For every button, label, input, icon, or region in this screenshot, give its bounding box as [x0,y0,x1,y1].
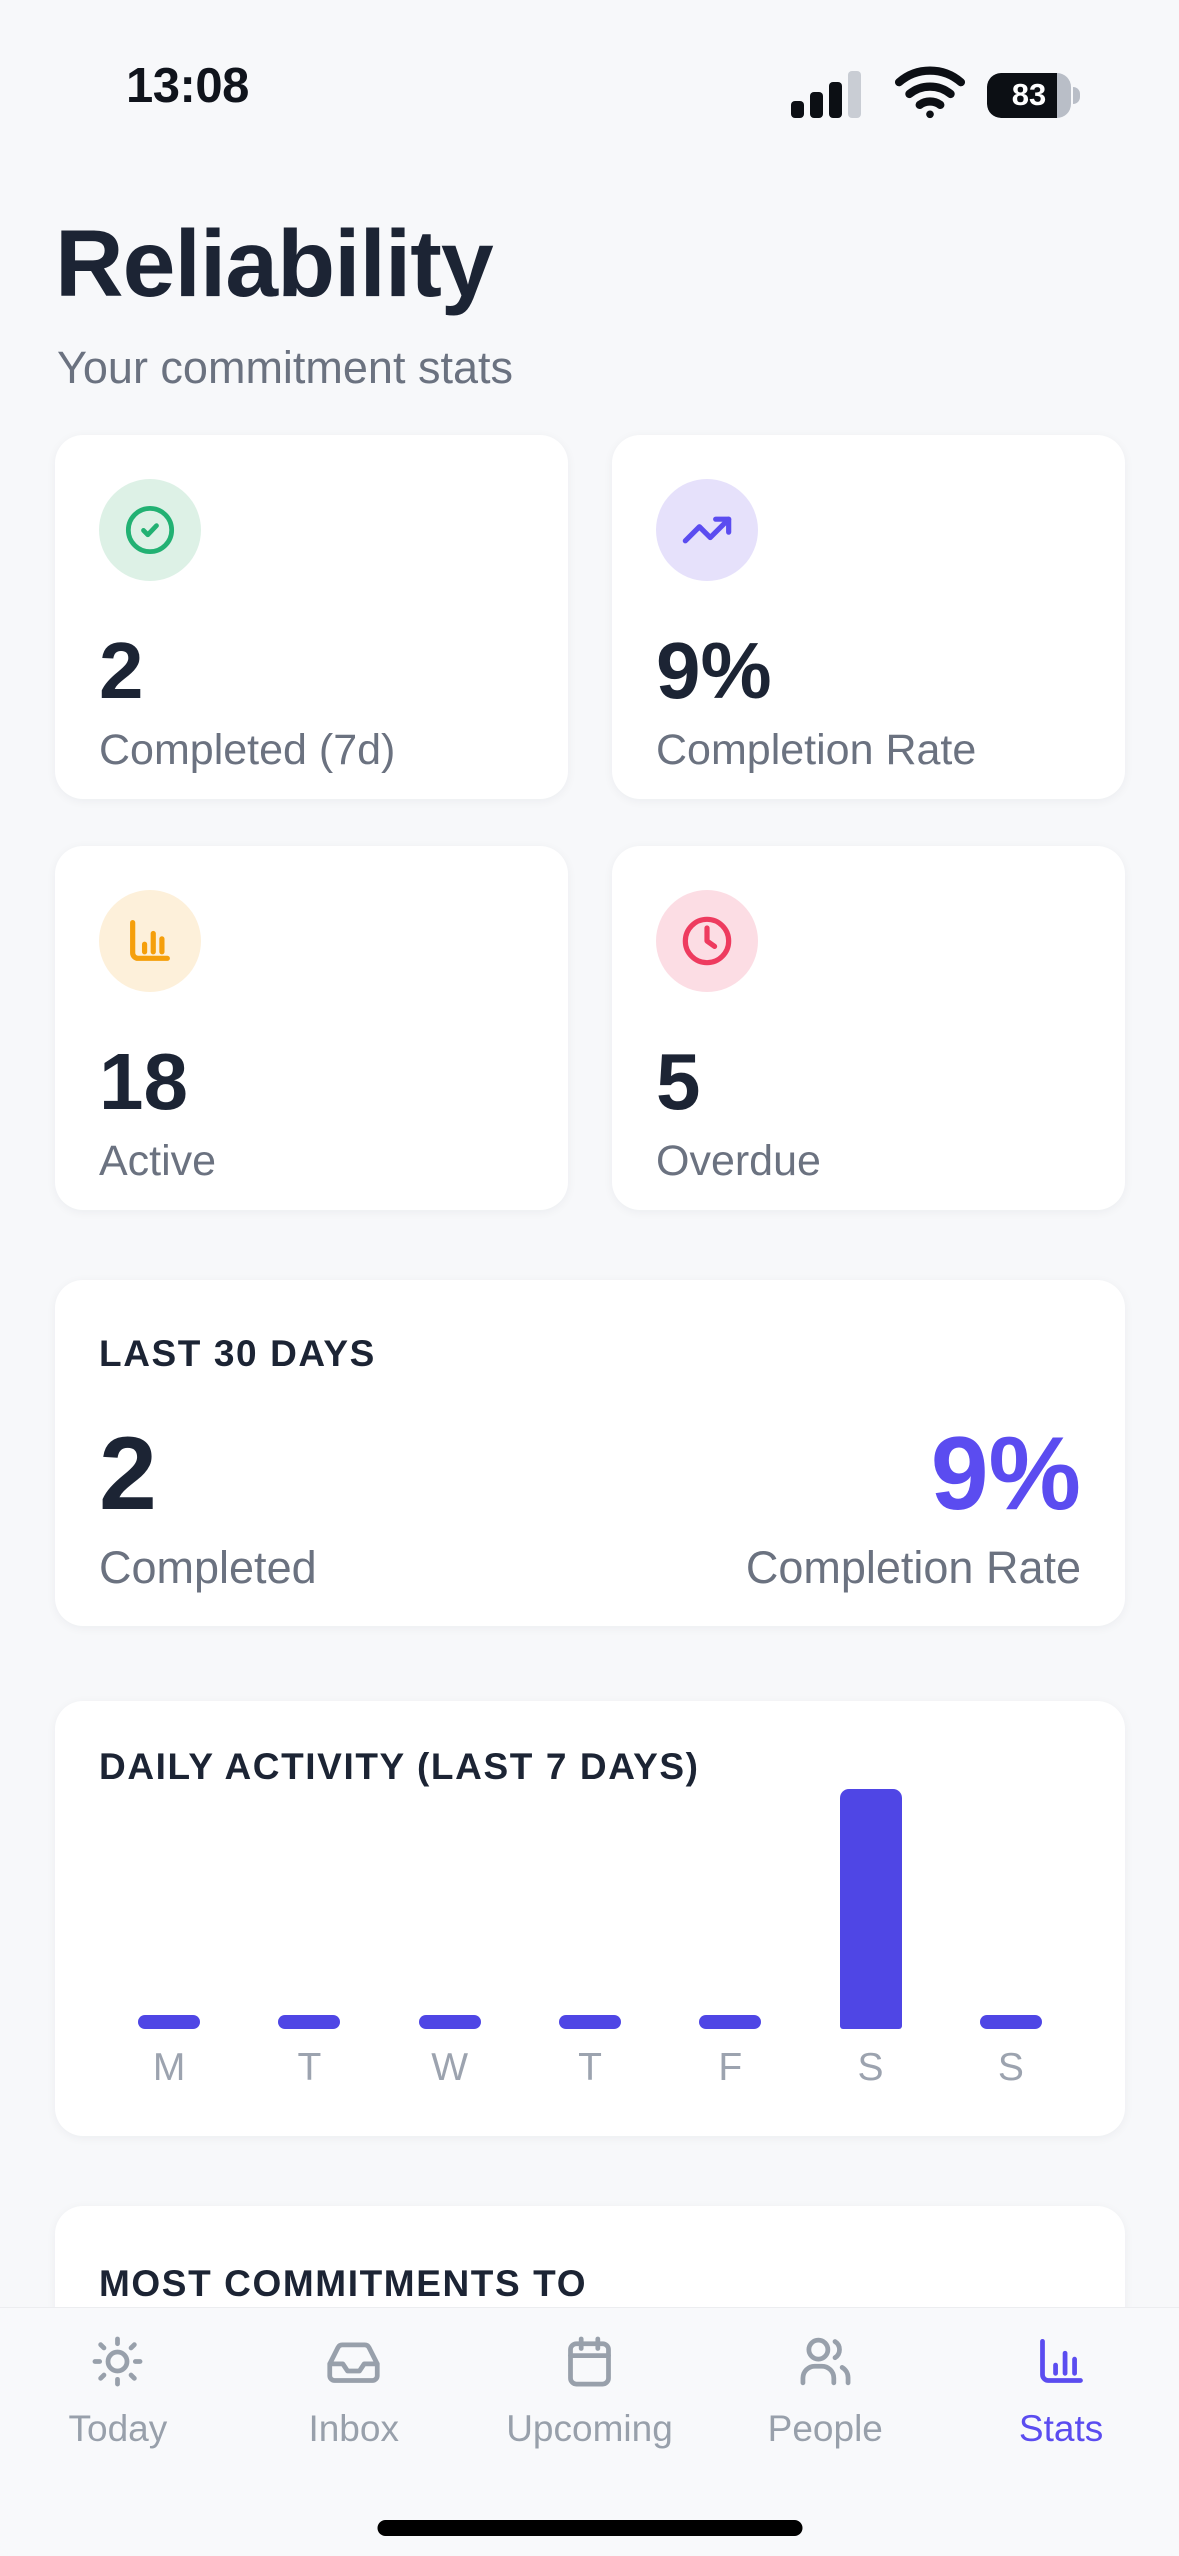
chart-axis-label: M [152,2046,186,2090]
chart-axis-label: T [297,2046,322,2090]
stat-cards-grid: 2 Completed (7d) 9% Completion Rate 18 A… [55,435,1125,1210]
chart-bar-column: T [520,1789,660,2090]
section-heading: LAST 30 DAYS [99,1333,376,1374]
sun-icon [89,2333,146,2395]
stat-value: 18 [99,1037,188,1126]
last30-completed: 2 Completed [99,1422,317,1594]
rate-value: 9% [930,1416,1081,1533]
stat-value: 2 [99,626,144,715]
battery-percent: 83 [1011,77,1047,112]
chart-bar [839,1789,902,2030]
daily-activity-card: DAILY ACTIVITY (LAST 7 DAYS) M T W T F S S [55,1701,1125,2136]
chart-axis-label: S [997,2046,1024,2090]
stat-label: Active [99,1137,217,1185]
tab-today[interactable]: Today [0,2308,236,2556]
tab-label: Upcoming [506,2408,673,2449]
tab-label: Today [68,2408,168,2449]
chart-bar-column: W [380,1789,520,2090]
chart-bar-column: F [660,1789,800,2090]
stat-label: Completion Rate [656,726,977,774]
tab-upcoming[interactable]: Upcoming [472,2308,708,2556]
users-icon [797,2333,854,2395]
chart-bar [278,2015,341,2030]
home-indicator[interactable] [377,2520,802,2536]
stat-value: 5 [656,1037,701,1126]
wifi-icon [894,66,966,124]
rate-label: Completion Rate [745,1542,1081,1594]
cellular-signal-icon [791,67,873,124]
bar-chart-icon [99,890,201,992]
status-bar-icons: 83 [791,66,1080,124]
tab-people[interactable]: People [707,2308,943,2556]
calendar-icon [561,2333,618,2395]
stat-card-active: 18 Active [55,846,568,1210]
status-bar-time: 13:08 [126,59,249,113]
chart-bar-column: S [941,1789,1081,2090]
clock-icon [656,890,758,992]
chart-axis-label: S [857,2046,884,2090]
stat-value: 9% [656,626,772,715]
tab-bar: Today Inbox Upcoming [0,2307,1179,2556]
check-circle-icon [99,479,201,581]
stat-label: Overdue [656,1137,821,1185]
battery-icon: 83 [987,72,1080,118]
completed-value: 2 [99,1416,157,1533]
trending-up-icon [656,479,758,581]
last-30-days-card: LAST 30 DAYS 2 Completed 9% Completion R… [55,1280,1125,1626]
chart-bar [418,2015,481,2030]
last30-rate: 9% Completion Rate [746,1422,1081,1594]
page-subtitle: Your commitment stats [57,342,513,393]
chart-axis-label: F [718,2046,743,2090]
tab-inbox[interactable]: Inbox [236,2308,472,2556]
stat-card-overdue: 5 Overdue [612,846,1125,1210]
page-title: Reliability [55,211,494,317]
completed-label: Completed [99,1542,317,1594]
stat-label: Completed (7d) [99,726,396,774]
chart-bar [138,2015,201,2030]
bar-chart-icon [1033,2333,1090,2395]
stat-card-completion-rate: 9% Completion Rate [612,435,1125,799]
chart-bar-column: M [99,1789,239,2090]
chart-axis-label: T [578,2046,602,2090]
tab-label: People [767,2408,883,2449]
chart-title: DAILY ACTIVITY (LAST 7 DAYS) [99,1746,700,1787]
inbox-icon [325,2333,382,2395]
chart-bar [699,2015,762,2030]
chart-axis-label: W [431,2046,469,2090]
tab-label: Inbox [308,2408,399,2449]
chart-bar [979,2015,1042,2030]
chart-bar-column: S [800,1789,940,2090]
tab-stats[interactable]: Stats [943,2308,1179,2556]
tab-label: Stats [1018,2408,1104,2449]
chart-bar-column: T [239,1789,379,2090]
section-heading: MOST COMMITMENTS TO [99,2263,588,2304]
stat-card-completed-7d: 2 Completed (7d) [55,435,568,799]
chart-bar [558,2015,621,2030]
